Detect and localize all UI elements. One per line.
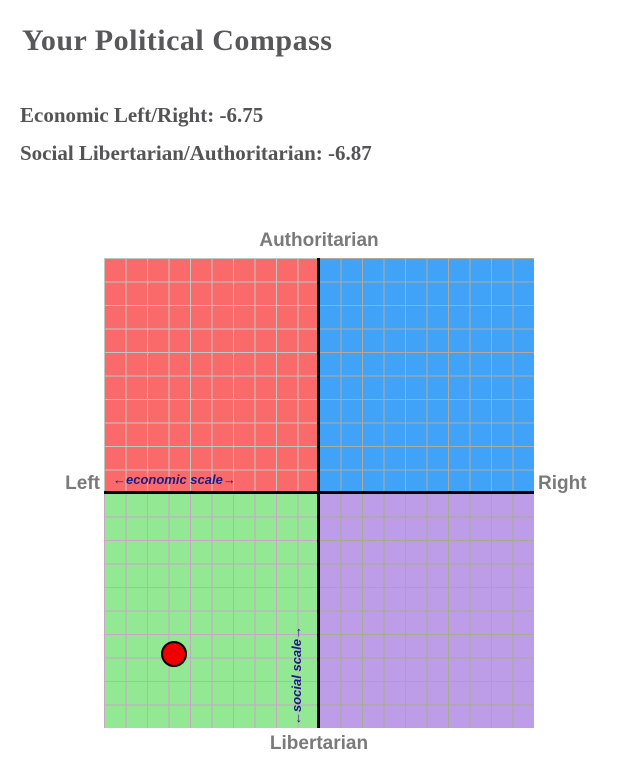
x-axis-line xyxy=(104,491,534,494)
axis-label-authoritarian: Authoritarian xyxy=(259,230,379,251)
economic-scale-label: ←economic scale→ xyxy=(113,472,236,487)
axis-label-left: Left xyxy=(65,473,100,494)
score-social: Social Libertarian/Authoritarian: -6.87 xyxy=(20,134,372,172)
score-economic-value: -6.75 xyxy=(219,103,264,127)
page-title: Your Political Compass xyxy=(22,24,333,57)
quadrant-authoritarian-left xyxy=(104,258,319,493)
quadrant-libertarian-left xyxy=(104,493,319,728)
political-compass-chart: Authoritarian Left Right Libertarian ←ec… xyxy=(65,230,586,754)
score-economic: Economic Left/Right: -6.75 xyxy=(20,96,372,134)
score-social-value: -6.87 xyxy=(328,141,372,165)
quadrant-libertarian-right xyxy=(319,493,534,728)
score-social-label: Social Libertarian/Authoritarian: xyxy=(20,141,323,165)
social-scale-label: ←social scale→ xyxy=(289,626,304,725)
axis-label-libertarian: Libertarian xyxy=(269,733,369,754)
result-point xyxy=(160,641,187,668)
axis-label-right: Right xyxy=(538,473,587,494)
score-economic-label: Economic Left/Right: xyxy=(20,103,215,127)
quadrant-authoritarian-right xyxy=(319,258,534,493)
score-summary: Economic Left/Right: -6.75 Social Libert… xyxy=(20,96,372,172)
